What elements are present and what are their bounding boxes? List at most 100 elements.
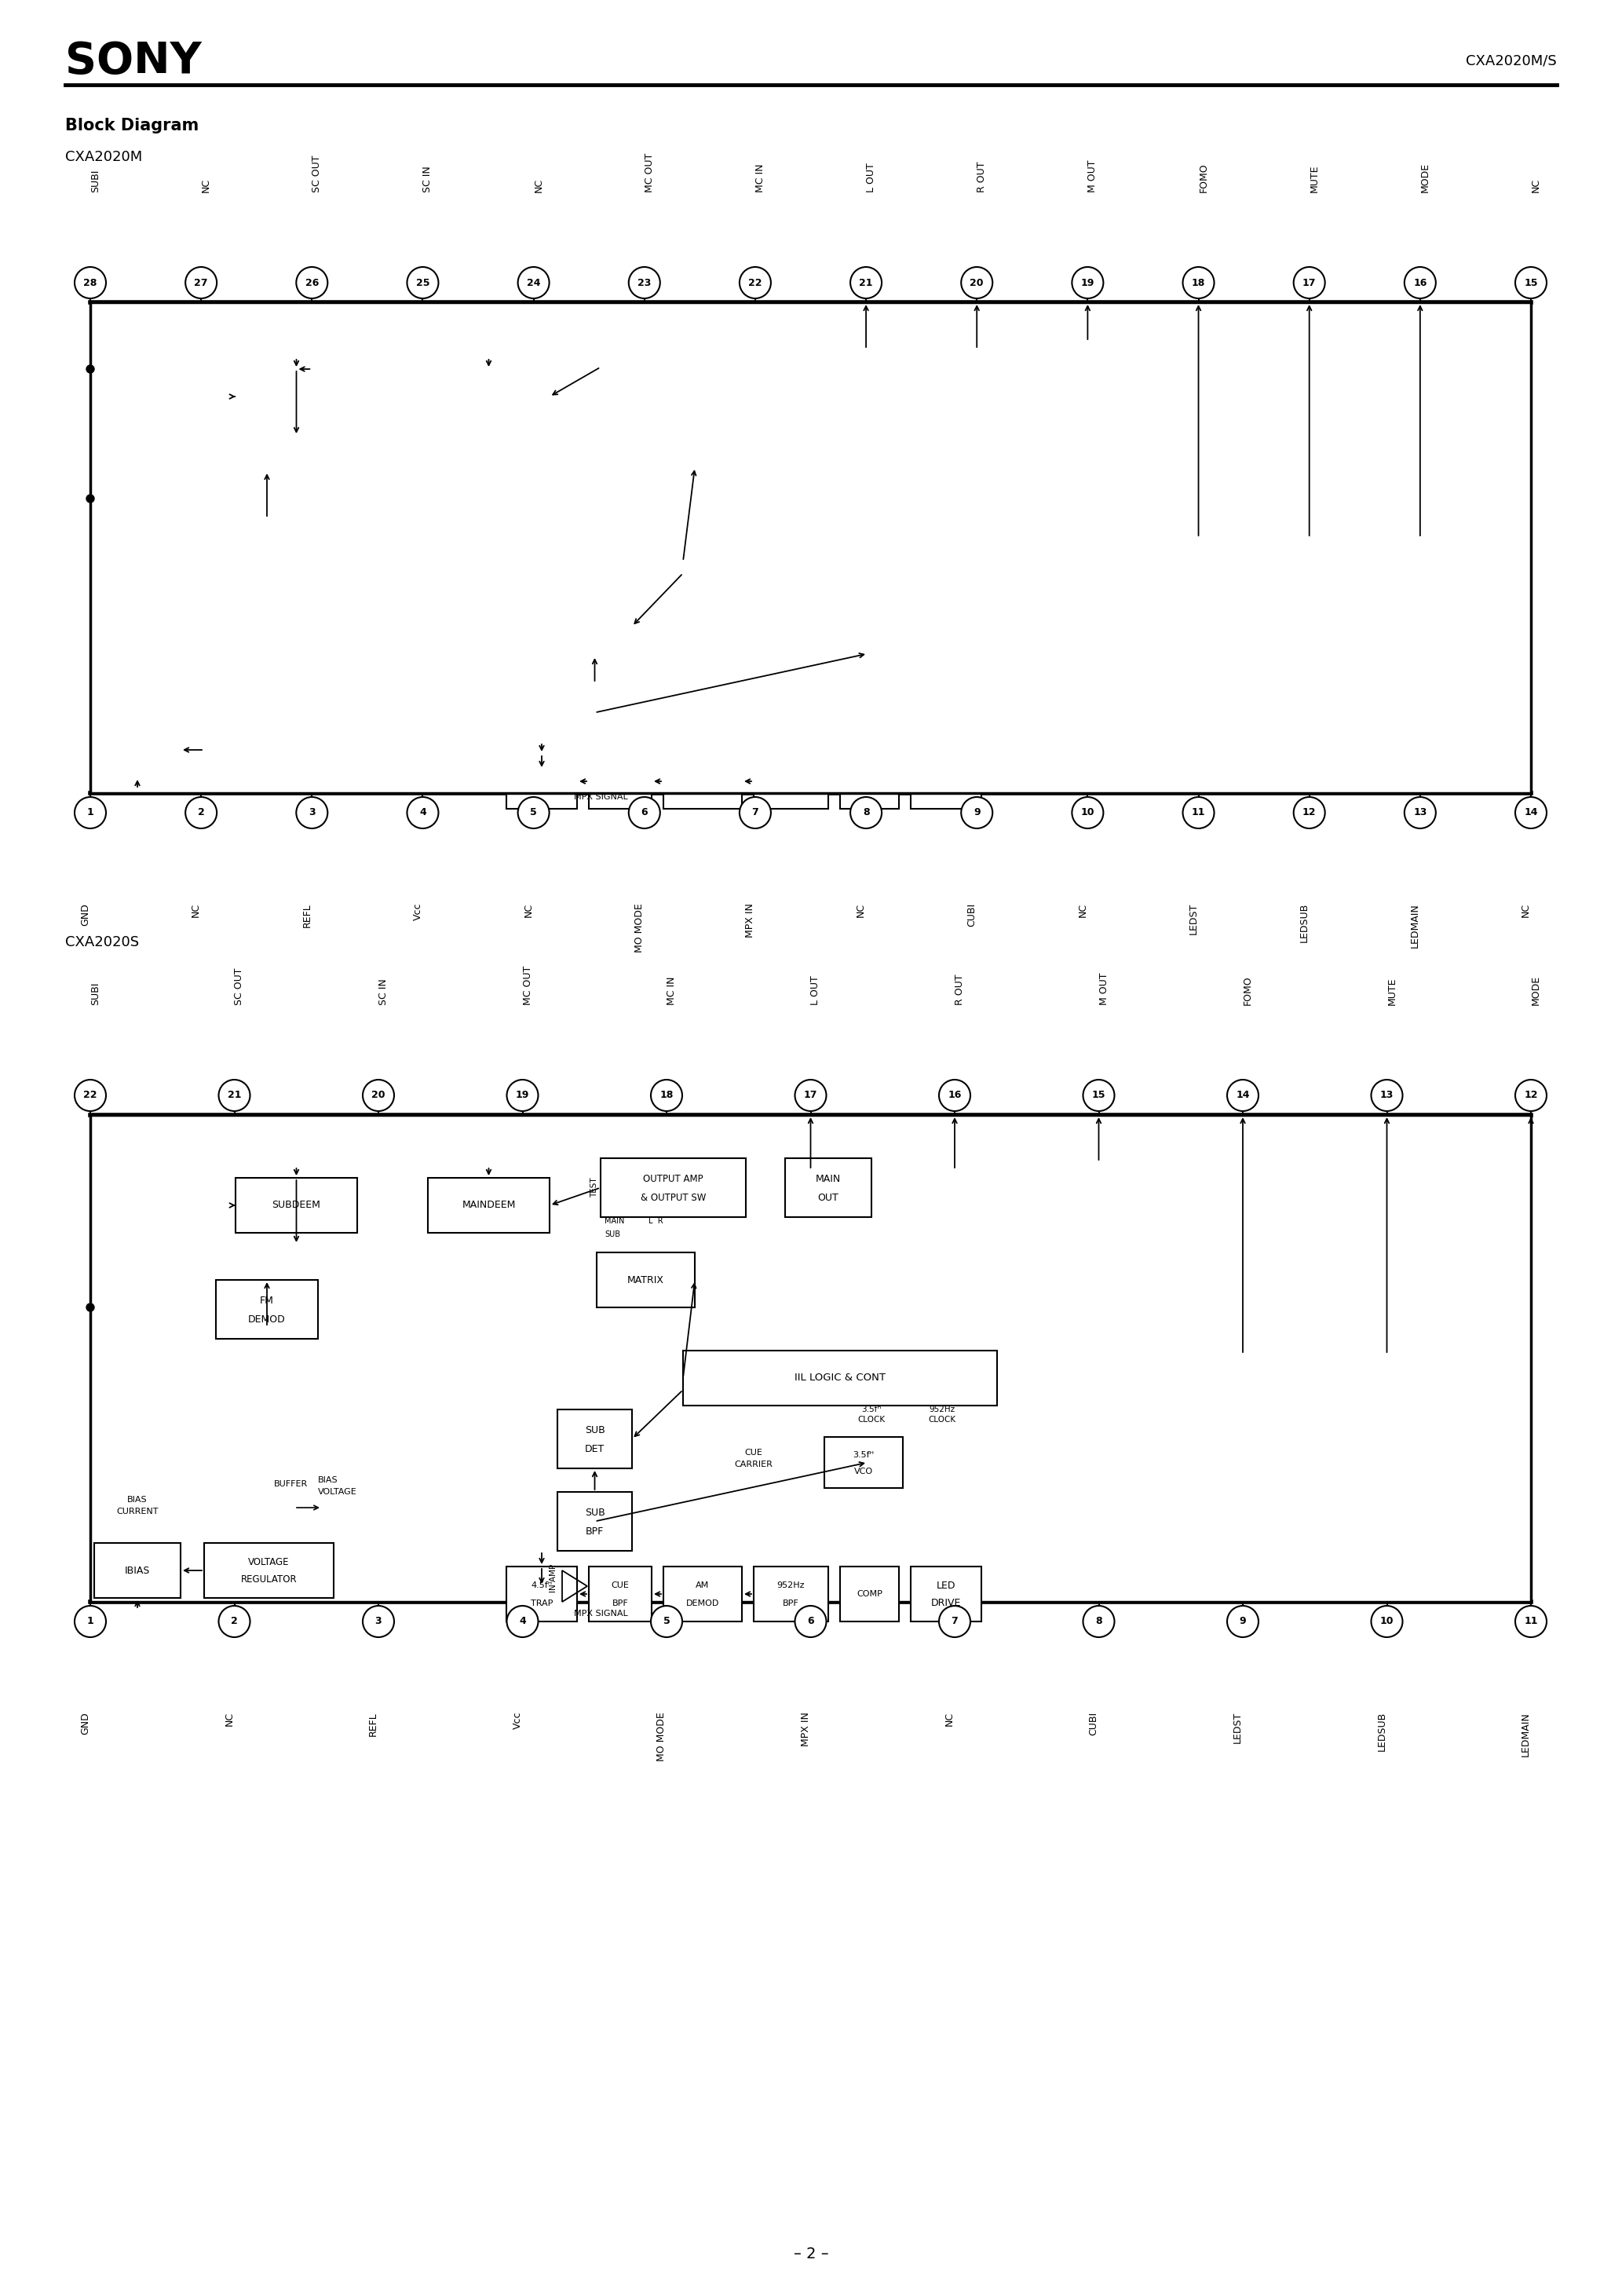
Text: 21: 21 (860, 278, 873, 287)
Text: LEDSUB: LEDSUB (1377, 1713, 1387, 1752)
Text: & OUTPUT SW: & OUTPUT SW (641, 1192, 706, 1203)
Bar (91, 1116, 1531, 1603)
Bar (94, 723, 180, 778)
Text: IBIAS: IBIAS (125, 1566, 151, 1575)
Text: R OUT: R OUT (955, 974, 965, 1006)
Text: FM: FM (260, 1295, 274, 1306)
Text: VOLTAGE: VOLTAGE (248, 1557, 289, 1568)
Bar (558, 1492, 633, 1550)
Circle shape (86, 365, 94, 372)
Text: 3.5fᴴ: 3.5fᴴ (861, 1405, 881, 1414)
Text: CURRENT: CURRENT (117, 687, 159, 696)
Bar (754, 1566, 829, 1621)
Text: 3: 3 (308, 808, 315, 817)
Bar (663, 1566, 741, 1621)
Circle shape (850, 797, 882, 829)
Text: L  R: L R (649, 397, 663, 404)
Circle shape (740, 266, 770, 298)
Text: 952Hz: 952Hz (929, 1405, 955, 1414)
Text: CLOCK: CLOCK (928, 1417, 955, 1424)
Text: SC IN: SC IN (423, 165, 433, 193)
Circle shape (1083, 1079, 1114, 1111)
Bar (597, 1251, 694, 1306)
Circle shape (1182, 797, 1215, 829)
Text: 952Hz: 952Hz (777, 1582, 805, 1589)
Text: VOLTAGE: VOLTAGE (318, 1488, 357, 1497)
Text: DET: DET (586, 631, 605, 641)
Circle shape (629, 266, 660, 298)
Text: BIAS: BIAS (128, 675, 148, 684)
Text: CXA2020M/S: CXA2020M/S (1466, 55, 1557, 69)
Bar (216, 471, 318, 530)
Text: DET: DET (586, 1444, 605, 1453)
Text: CXA2020S: CXA2020S (65, 934, 139, 948)
Text: 14: 14 (1525, 808, 1538, 817)
Text: LEDMAIN: LEDMAIN (1521, 1713, 1531, 1756)
Text: 14: 14 (1236, 1091, 1249, 1100)
Text: 13: 13 (1380, 1091, 1393, 1100)
Text: OUTPUT AMP: OUTPUT AMP (644, 354, 704, 363)
Bar (216, 1279, 318, 1339)
Text: 4: 4 (519, 1616, 526, 1626)
Text: CURRENT: CURRENT (117, 1508, 159, 1515)
Text: OUT: OUT (817, 1192, 839, 1203)
Text: 17: 17 (805, 1091, 817, 1100)
Text: 3.5fᴴ: 3.5fᴴ (861, 588, 881, 597)
Text: 27: 27 (195, 278, 208, 287)
Text: COMP: COMP (856, 1591, 882, 1598)
Text: TEST: TEST (590, 1178, 599, 1199)
Bar (663, 753, 741, 808)
Bar (558, 684, 633, 742)
Text: 7: 7 (751, 808, 759, 817)
Text: LEDMAIN: LEDMAIN (1410, 902, 1421, 948)
Text: SUB: SUB (584, 613, 605, 622)
Text: CUE: CUE (611, 769, 629, 776)
Circle shape (517, 797, 550, 829)
Text: Block Diagram: Block Diagram (65, 117, 200, 133)
Text: AM: AM (696, 1582, 709, 1589)
Bar (840, 1566, 899, 1621)
Bar (558, 1410, 633, 1469)
Bar (597, 441, 694, 494)
Text: 13: 13 (1413, 808, 1427, 817)
Text: COMP: COMP (856, 778, 882, 785)
Text: L OUT: L OUT (811, 976, 821, 1006)
Text: 12: 12 (1525, 1091, 1538, 1100)
Text: 6: 6 (641, 808, 647, 817)
Text: L  R: L R (649, 1217, 663, 1226)
Text: 16: 16 (1413, 278, 1427, 287)
Text: IN AMP: IN AMP (550, 748, 558, 776)
Circle shape (1515, 797, 1547, 829)
Text: MC OUT: MC OUT (644, 154, 655, 193)
Bar (428, 370, 550, 425)
Bar (428, 1178, 550, 1233)
Text: VOLTAGE: VOLTAGE (248, 737, 289, 746)
Text: SUBDEEM: SUBDEEM (272, 390, 321, 402)
Circle shape (740, 797, 770, 829)
Bar (235, 370, 357, 425)
Text: & OUTPUT SW: & OUTPUT SW (641, 372, 706, 381)
Text: NC: NC (1521, 902, 1531, 916)
Circle shape (650, 1605, 683, 1637)
Circle shape (962, 797, 993, 829)
Bar (204, 1543, 334, 1598)
Circle shape (75, 1079, 105, 1111)
Text: 8: 8 (863, 808, 869, 817)
Text: 28: 28 (83, 278, 97, 287)
Text: 3: 3 (375, 1616, 381, 1626)
Circle shape (86, 494, 94, 503)
Bar (589, 753, 652, 808)
Text: LEDST: LEDST (1233, 1713, 1242, 1743)
Circle shape (1515, 1079, 1547, 1111)
Text: SUBI: SUBI (91, 170, 101, 193)
Circle shape (1371, 1079, 1403, 1111)
Text: SUB: SUB (584, 698, 605, 709)
Text: LEDST: LEDST (1189, 902, 1199, 934)
Text: BUFFER: BUFFER (274, 1481, 308, 1488)
Circle shape (185, 266, 217, 298)
Text: BPF: BPF (783, 788, 800, 794)
Text: 4.5fᴴ: 4.5fᴴ (530, 769, 553, 776)
Text: BPF: BPF (586, 1527, 603, 1536)
Text: SUB: SUB (584, 1508, 605, 1518)
Text: MAINDEEM: MAINDEEM (462, 1201, 516, 1210)
